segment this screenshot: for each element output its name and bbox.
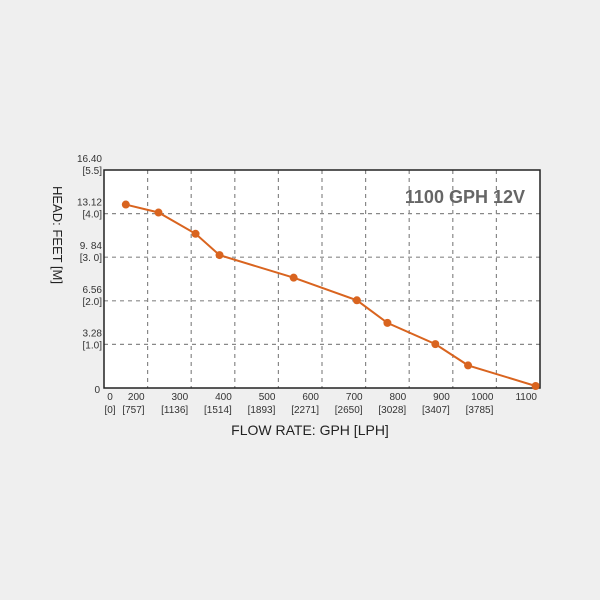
x-tick-sublabel: [3028] [378, 405, 406, 416]
data-point [464, 361, 473, 370]
data-point [154, 208, 163, 217]
y-tick-sublabel: [1.0] [83, 340, 103, 351]
x-tick-sublabel: [1514] [204, 405, 232, 416]
x-tick-label: 600 [302, 392, 319, 403]
x-tick-label: 400 [215, 392, 232, 403]
x-tick-sublabel: [3785] [466, 405, 494, 416]
x-tick-label: 300 [172, 392, 189, 403]
series-layer [121, 200, 540, 391]
x-tick-label: 800 [390, 392, 407, 403]
x-tick-sublabel: [0] [104, 405, 115, 416]
x-tick-label: 200 [128, 392, 145, 403]
y-tick-label: 3.28 [83, 328, 103, 339]
y-tick-sublabel: [4.0] [83, 210, 103, 221]
data-point [215, 251, 224, 260]
data-point [431, 340, 440, 349]
series-line [125, 203, 536, 387]
y-tick-sublabel: [5.5] [83, 166, 103, 177]
data-point [352, 296, 361, 305]
data-point [531, 382, 540, 391]
plot-frame [103, 169, 541, 389]
x-tick-label: 500 [259, 392, 276, 403]
y-tick-label: 6.56 [83, 285, 103, 296]
x-tick-label: 900 [433, 392, 450, 403]
x-axis-ticks: 0 [0] 200 [757] 300 [1136] 400 [1514] 500 [1893] 6… [104, 392, 537, 416]
y-tick-label: 9. 84 [80, 241, 103, 252]
y-tick-label: 0 [94, 385, 100, 396]
grid-lines [104, 170, 540, 388]
x-tick-sublabel: [757] [122, 405, 144, 416]
plot-area [104, 170, 540, 388]
data-point [289, 273, 298, 282]
x-tick-sublabel: [2271] [291, 405, 319, 416]
y-tick-sublabel: [3. 0] [80, 253, 102, 264]
x-tick-sublabel: [2650] [335, 405, 363, 416]
x-tick-label: 1100 [515, 392, 537, 403]
x-tick-label: 1000 [471, 392, 494, 403]
x-tick-sublabel: [1893] [248, 405, 276, 416]
x-tick-label: 700 [346, 392, 363, 403]
x-tick-sublabel: [1136] [161, 405, 188, 416]
data-point [191, 229, 200, 238]
data-point [383, 318, 392, 327]
y-tick-label: 16.40 [77, 154, 102, 165]
x-tick-sublabel: [3407] [422, 405, 450, 416]
x-axis-title: FLOW RATE: GPH [LPH] [231, 422, 389, 438]
y-axis-title: HEAD: FEET [M] [50, 186, 65, 284]
y-axis-ticks: 0 3.28[1.0] 6.56[2.0] 9. 84[3. 0] 13.12[4.0]… [77, 154, 102, 396]
data-point [121, 200, 130, 209]
chart-title: 1100 GPH 12V [405, 187, 525, 207]
x-tick-label: 0 [107, 392, 113, 403]
y-tick-sublabel: [2.0] [83, 297, 103, 308]
y-tick-label: 13.12 [77, 198, 102, 209]
